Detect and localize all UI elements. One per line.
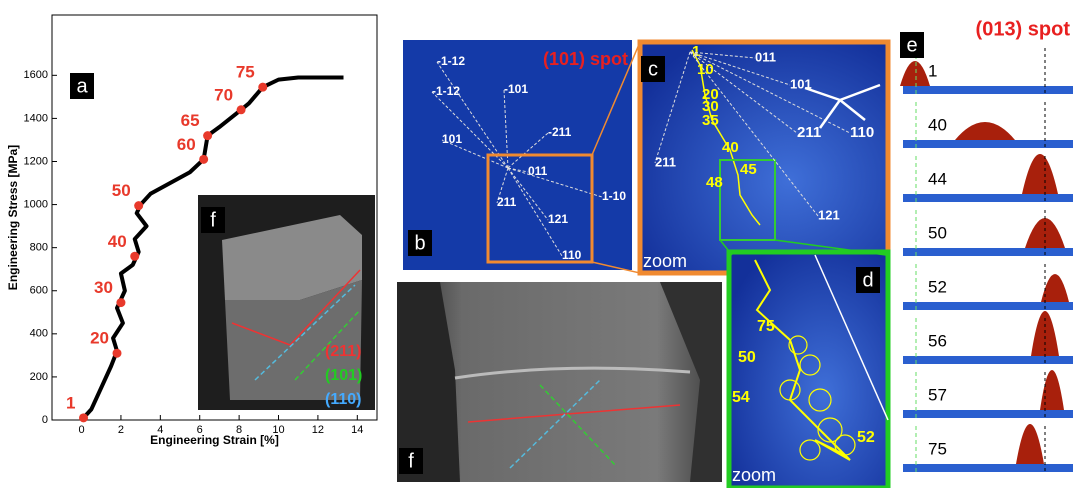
label: c bbox=[648, 58, 658, 80]
x-tick-label: 12 bbox=[312, 424, 324, 436]
strip-base bbox=[903, 140, 1073, 148]
label: 10 bbox=[697, 61, 714, 78]
label: 121 bbox=[818, 207, 840, 222]
strip-base bbox=[903, 410, 1073, 418]
strip-base bbox=[903, 248, 1073, 256]
label: 1 bbox=[928, 61, 937, 80]
strip-base bbox=[903, 356, 1073, 364]
point-label: 40 bbox=[108, 232, 127, 251]
label: 121 bbox=[548, 212, 568, 226]
label: 011 bbox=[528, 164, 548, 178]
label: a bbox=[76, 75, 88, 97]
label: 101 bbox=[442, 132, 462, 146]
point-label: 60 bbox=[177, 135, 196, 154]
strip-base bbox=[903, 194, 1073, 202]
label: (211) bbox=[325, 343, 361, 360]
strip-base bbox=[903, 302, 1073, 310]
y-tick-label: 1600 bbox=[24, 69, 48, 81]
y-tick-label: 1200 bbox=[24, 155, 48, 167]
label: 211 bbox=[797, 124, 821, 141]
y-tick-label: 600 bbox=[30, 285, 48, 297]
label: 52 bbox=[857, 429, 875, 446]
label: b bbox=[414, 232, 425, 254]
label: -1-12 bbox=[432, 84, 460, 98]
point-label: 65 bbox=[181, 111, 200, 130]
label: 44 bbox=[928, 169, 947, 188]
label: 52 bbox=[928, 277, 947, 296]
label: 50 bbox=[928, 223, 947, 242]
data-point bbox=[134, 201, 143, 210]
label: 35 bbox=[702, 112, 719, 129]
label: -101 bbox=[504, 82, 528, 96]
y-tick-label: 200 bbox=[30, 371, 48, 383]
point-label: 70 bbox=[214, 85, 233, 104]
strip-base bbox=[903, 86, 1073, 94]
label: 54 bbox=[732, 389, 750, 406]
label: zoom bbox=[732, 465, 776, 485]
label: -1-12 bbox=[437, 54, 465, 68]
label: f bbox=[408, 450, 414, 472]
label: e bbox=[906, 34, 917, 56]
label: 57 bbox=[928, 385, 947, 404]
label: d bbox=[862, 269, 873, 291]
y-tick-label: 1400 bbox=[24, 112, 48, 124]
label: 40 bbox=[928, 115, 947, 134]
label: (101) spot bbox=[543, 49, 628, 69]
y-tick-label: 400 bbox=[30, 328, 48, 340]
label: 75 bbox=[928, 439, 947, 458]
strip-base bbox=[903, 464, 1073, 472]
data-point bbox=[116, 298, 125, 307]
label: f bbox=[210, 209, 216, 231]
point-label: 1 bbox=[66, 393, 75, 412]
point-label: 30 bbox=[94, 278, 113, 297]
x-tick-label: 0 bbox=[78, 424, 84, 436]
x-tick-label: 2 bbox=[118, 424, 124, 436]
point-label: 75 bbox=[236, 63, 255, 82]
label: 110 bbox=[562, 248, 582, 262]
label: 1 bbox=[692, 43, 700, 60]
label: 56 bbox=[928, 331, 947, 350]
label: (110) bbox=[325, 391, 361, 408]
y-tick-label: 800 bbox=[30, 242, 48, 254]
y-axis-label: Engineering Stress [MPa] bbox=[6, 145, 20, 290]
x-axis-label: Engineering Strain [%] bbox=[150, 433, 279, 447]
data-point bbox=[79, 413, 88, 422]
label: 48 bbox=[706, 174, 723, 191]
data-point bbox=[199, 155, 208, 164]
label: -211 bbox=[548, 125, 572, 139]
point-label: 20 bbox=[90, 329, 109, 348]
data-point bbox=[203, 131, 212, 140]
data-point bbox=[258, 83, 267, 92]
label: 45 bbox=[740, 161, 757, 178]
data-point bbox=[113, 349, 122, 358]
label: (013) spot bbox=[976, 18, 1071, 40]
y-tick-label: 0 bbox=[42, 414, 48, 426]
label: 50 bbox=[738, 349, 756, 366]
label: 75 bbox=[757, 318, 775, 335]
page: {"chart_data": {"type": "line", "panel_l… bbox=[0, 0, 1073, 488]
label: 40 bbox=[722, 139, 739, 156]
y-tick-label: 1000 bbox=[24, 198, 48, 210]
figure: 0246810121402004006008001000120014001600… bbox=[0, 0, 1073, 488]
point-label: 50 bbox=[112, 181, 131, 200]
label: 1-10 bbox=[602, 189, 626, 203]
data-point bbox=[237, 105, 246, 114]
label: 110 bbox=[850, 124, 874, 141]
label: 211 bbox=[655, 154, 676, 169]
x-tick-label: 14 bbox=[351, 424, 363, 436]
label: (101) bbox=[325, 367, 362, 384]
label: 211 bbox=[497, 195, 517, 209]
label: 011 bbox=[755, 49, 776, 64]
data-point bbox=[130, 252, 139, 261]
label: zoom bbox=[643, 251, 687, 271]
